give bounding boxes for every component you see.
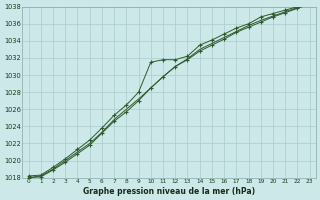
X-axis label: Graphe pression niveau de la mer (hPa): Graphe pression niveau de la mer (hPa) [83,187,255,196]
